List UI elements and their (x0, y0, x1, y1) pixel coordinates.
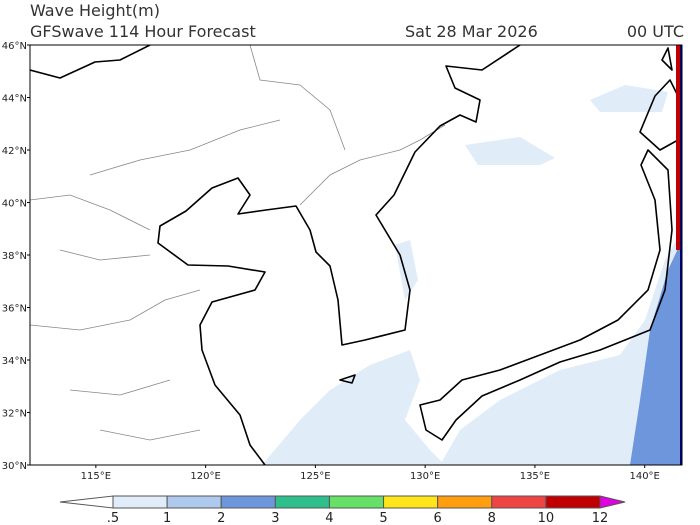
lat-label: 30°N (2, 461, 27, 472)
wave-shade (262, 350, 445, 465)
colorbar-box (383, 495, 439, 509)
colorbar-label: 3 (271, 511, 279, 525)
lat-label: 46°N (2, 41, 27, 52)
coastline (339, 47, 673, 384)
lat-label: 44°N (2, 94, 27, 105)
wave-shade (630, 240, 682, 465)
colorbar: .5 1 2 3 4 5 6 8 10 12 (59, 495, 626, 525)
colorbar-box (328, 495, 385, 509)
lon-label: 130°E (410, 471, 440, 482)
colorbar-label: 1 (163, 511, 171, 525)
colorbar-box (274, 495, 330, 509)
title: Wave Height(m) (30, 1, 160, 20)
lon-label: 140°E (629, 471, 659, 482)
lon-label: 120°E (190, 471, 220, 482)
lat-label: 32°N (2, 409, 27, 420)
time: 00 UTC (627, 22, 684, 41)
colorbar-label: .5 (107, 511, 119, 525)
colorbar-box (545, 495, 601, 509)
date: Sat 28 Mar 2026 (405, 22, 538, 41)
lat-label: 42°N (2, 146, 27, 157)
axis-ticks: 46°N 44°N 42°N 40°N 38°N 36°N 34°N 32°N 30°N 115°… (2, 41, 660, 482)
colorbar-low (59, 495, 114, 509)
map-layer (30, 45, 682, 465)
wave-shade (395, 240, 418, 300)
lat-label: 40°N (2, 199, 27, 210)
colorbar-label: 5 (379, 511, 387, 525)
coastline (30, 45, 151, 79)
subtitle: GFSwave 114 Hour Forecast (30, 22, 256, 41)
wave-shade (465, 137, 555, 165)
colorbar-label: 2 (217, 511, 225, 525)
coastline (157, 45, 521, 465)
wave-shade (590, 85, 668, 112)
lat-label: 38°N (2, 251, 27, 262)
colorbar-label: 8 (488, 511, 496, 525)
colorbar-label: 10 (538, 511, 555, 525)
coastline (419, 149, 673, 441)
lat-label: 34°N (2, 356, 27, 367)
colorbar-label: 12 (592, 511, 609, 525)
lon-label: 135°E (520, 471, 550, 482)
colorbar-label: 6 (434, 511, 442, 525)
colorbar-box (166, 495, 222, 509)
country-border (299, 124, 446, 206)
edge-strip (676, 45, 680, 250)
wave-shade (440, 230, 682, 465)
colorbar-box (437, 495, 493, 509)
edge-strip (680, 45, 682, 465)
province-border (30, 45, 346, 441)
colorbar-box (112, 495, 168, 509)
lon-label: 115°E (81, 471, 111, 482)
lon-label: 125°E (300, 471, 330, 482)
colorbar-box (220, 495, 276, 509)
colorbar-box (491, 495, 547, 509)
colorbar-label: 4 (325, 511, 333, 525)
colorbar-high (599, 495, 626, 509)
lat-label: 36°N (2, 304, 27, 315)
